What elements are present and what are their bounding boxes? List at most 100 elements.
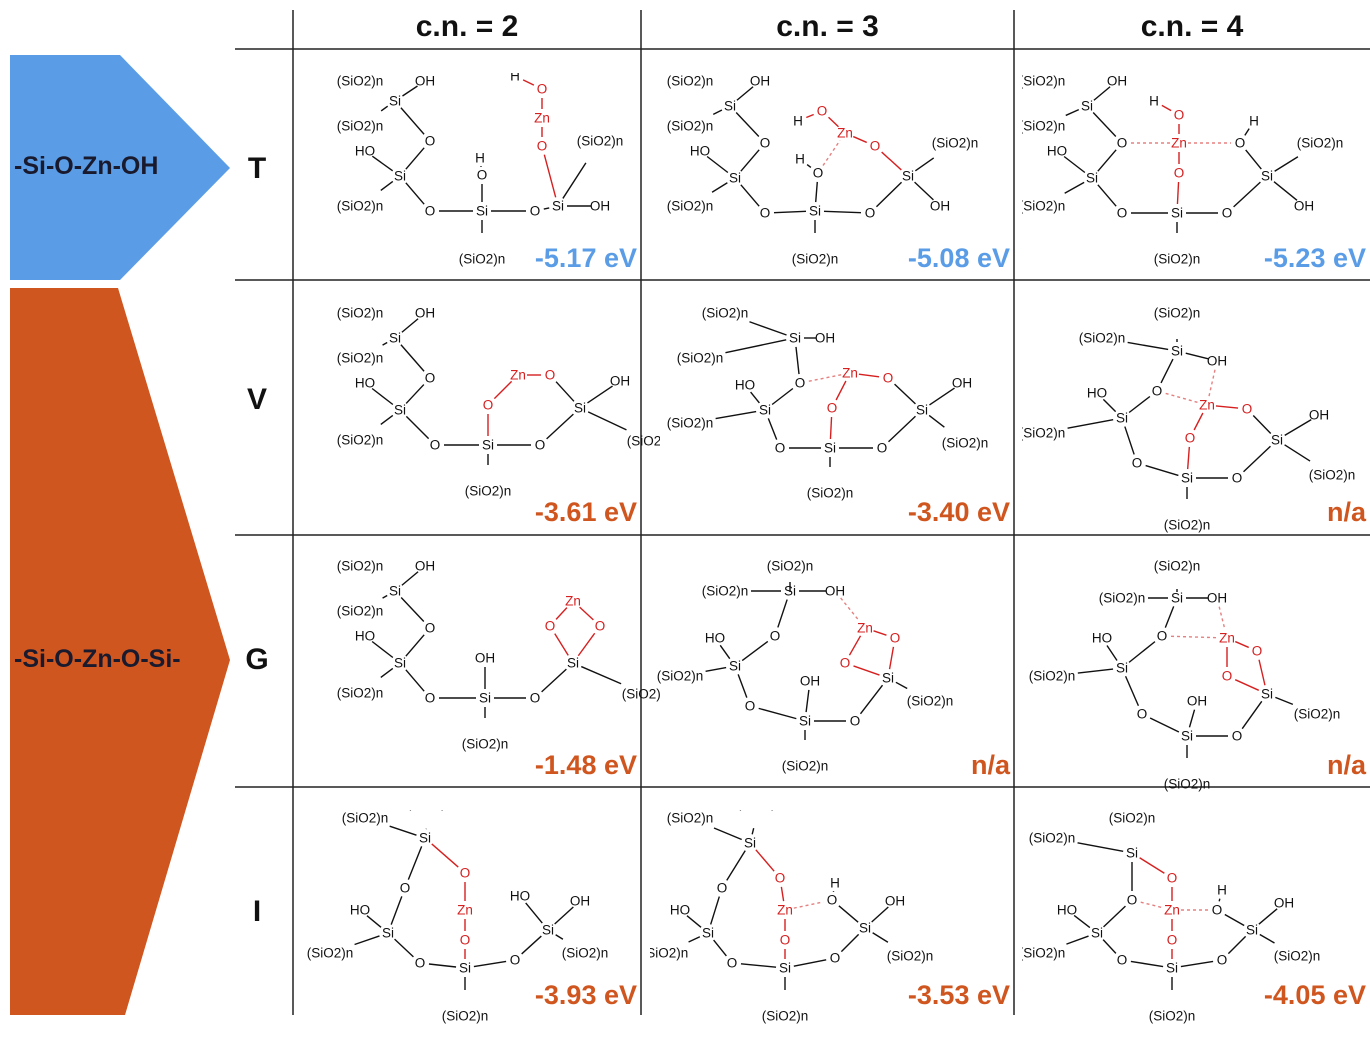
atom-label: HO (355, 144, 375, 159)
atom-label: O (1137, 707, 1148, 722)
atom-label: HO (1092, 631, 1112, 646)
atom-label: O (545, 368, 556, 383)
bond-line (752, 828, 754, 834)
atom-label: O (817, 104, 828, 119)
atom-label: Si (552, 199, 564, 214)
atom-label: (SiO2)n (337, 119, 384, 134)
atom-label: (SiO2)n (337, 199, 384, 214)
bond-line (768, 418, 776, 439)
atom-label: Si (1166, 961, 1178, 976)
atom-label: (SiO2)n (337, 559, 384, 574)
atom-label: (SiO2)n (1149, 1009, 1196, 1024)
bond-line (1078, 843, 1124, 852)
atom-label: O (827, 893, 838, 908)
bond-line (882, 152, 902, 170)
atom-label: Zn (1219, 631, 1235, 646)
bond-line (1219, 899, 1220, 902)
bond-line (383, 595, 388, 598)
bond-line (1129, 396, 1150, 412)
atom-label: (SiO2)n (1022, 74, 1065, 89)
atom-label: Si (1171, 344, 1183, 359)
atom-label: OH (415, 306, 435, 321)
bond-line (1285, 420, 1312, 436)
bond-line (1064, 156, 1085, 172)
atom-label: Si (542, 923, 554, 938)
bond-line (1094, 87, 1110, 100)
atom-label: OH (885, 894, 905, 909)
bond-line (853, 666, 879, 675)
bond-line (406, 183, 424, 204)
bond-line (716, 412, 757, 419)
bond-line (1228, 936, 1245, 953)
atom-label: Si (1261, 169, 1273, 184)
bond-line (1235, 642, 1248, 648)
atom-label: (SiO2)n (1109, 811, 1156, 826)
atom-label: O (1222, 669, 1233, 684)
bond-line (402, 319, 418, 332)
atom-label: O (425, 134, 436, 149)
atom-label: O (1242, 402, 1253, 417)
atom-label: OH (1107, 74, 1127, 89)
atom-label: Si (389, 331, 401, 346)
atom-label: Si (1116, 661, 1128, 676)
atom-label: OH (825, 584, 845, 599)
bond-line (872, 907, 889, 922)
atom-label: O (830, 951, 841, 966)
atom-label: O (890, 631, 901, 646)
atom-label: HO (1057, 903, 1077, 918)
atom-label: (SiO2)n (1164, 777, 1211, 792)
bond-line (707, 156, 728, 172)
bond-line (874, 631, 887, 635)
bond-line (794, 960, 826, 966)
atom-label: (SiO2)n (1274, 949, 1321, 964)
bond-line (1166, 393, 1199, 402)
bond-line (1259, 909, 1277, 924)
atom-label: O (460, 933, 471, 948)
bond-line (714, 940, 727, 956)
bond-line (1216, 406, 1238, 408)
atom-label: (SiO2)n (1154, 252, 1201, 267)
bond-line (1189, 710, 1194, 728)
atom-label: OH (475, 651, 495, 666)
bond-line (1209, 370, 1215, 396)
atom-label: H (1149, 94, 1159, 109)
atom-label: Zn (534, 111, 550, 126)
atom-label: O (780, 933, 791, 948)
bond-line (725, 340, 786, 353)
bond-line (432, 844, 458, 867)
atom-label: Si (419, 831, 431, 846)
atom-label: Si (916, 403, 928, 418)
atom-label: O (770, 629, 781, 644)
bond-line (406, 635, 424, 656)
atom-label: H (1249, 114, 1259, 129)
bond-line (873, 933, 888, 943)
bond-line (706, 668, 727, 672)
atom-label: Zn (457, 903, 473, 918)
bond-line (774, 211, 806, 212)
bond-line (390, 826, 417, 835)
atom-label: HO (670, 903, 690, 918)
bond-line (929, 415, 944, 427)
atom-label: Si (729, 171, 741, 186)
atom-label: Si (759, 403, 771, 418)
bond-line (429, 964, 456, 967)
atom-label: (SiO2)n (1164, 518, 1211, 533)
bond-line (555, 634, 568, 656)
atom-label: Si (784, 584, 796, 599)
atom-label: O (1167, 933, 1178, 948)
bond-line (751, 392, 760, 403)
bond-line (474, 961, 506, 966)
atom-label: Si (1181, 471, 1193, 486)
atom-label: OH (610, 374, 630, 389)
atom-label: O (850, 714, 861, 729)
bond-line (839, 906, 858, 922)
atom-label: O (1117, 206, 1128, 221)
atom-label: O (1222, 206, 1233, 221)
atom-label: Si (574, 401, 586, 416)
atom-label: O (1174, 108, 1185, 123)
bond-line (1104, 906, 1126, 927)
atom-label: Si (1116, 411, 1128, 426)
bond-line (1234, 182, 1261, 207)
